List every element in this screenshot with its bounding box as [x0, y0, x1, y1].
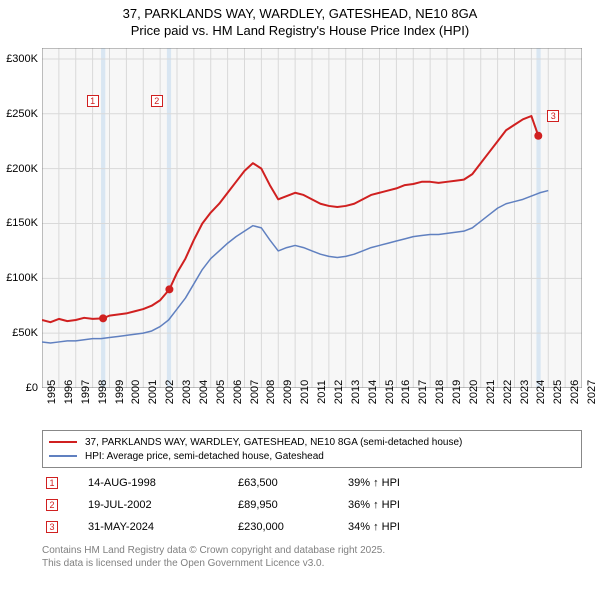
table-row: 1 14-AUG-1998 £63,500 39% ↑ HPI [42, 472, 582, 494]
y-tick-label: £200K [6, 163, 38, 175]
cell-price: £63,500 [238, 477, 348, 489]
x-tick-label: 1997 [80, 380, 92, 404]
table-row: 3 31-MAY-2024 £230,000 34% ↑ HPI [42, 516, 582, 538]
x-tick-label: 1998 [97, 380, 109, 404]
y-tick-label: £150K [6, 217, 38, 229]
x-tick-label: 2003 [181, 380, 193, 404]
x-tick-label: 2016 [400, 380, 412, 404]
x-tick-label: 2012 [333, 380, 345, 404]
legend-label-hpi: HPI: Average price, semi-detached house,… [85, 451, 324, 462]
x-tick-label: 2006 [232, 380, 244, 404]
x-tick-label: 2013 [350, 380, 362, 404]
x-tick-label: 2017 [417, 380, 429, 404]
x-tick-label: 2018 [434, 380, 446, 404]
x-tick-label: 2008 [265, 380, 277, 404]
callout-marker-2: 2 [151, 95, 163, 107]
x-tick-label: 2002 [164, 380, 176, 404]
cell-pct: 34% ↑ HPI [348, 521, 458, 533]
cell-price: £89,950 [238, 499, 348, 511]
x-tick-label: 2014 [367, 380, 379, 404]
chart-svg [42, 48, 582, 388]
chart-container: 37, PARKLANDS WAY, WARDLEY, GATESHEAD, N… [0, 0, 600, 590]
cell-price: £230,000 [238, 521, 348, 533]
chart-plot-area [42, 48, 582, 388]
x-tick-label: 2020 [468, 380, 480, 404]
x-tick-label: 2021 [485, 380, 497, 404]
x-tick-label: 2011 [316, 380, 328, 404]
transaction-table: 1 14-AUG-1998 £63,500 39% ↑ HPI 2 19-JUL… [42, 472, 582, 538]
callout-marker-1: 1 [87, 95, 99, 107]
legend-box: 37, PARKLANDS WAY, WARDLEY, GATESHEAD, N… [42, 430, 582, 468]
footer-line-2: This data is licensed under the Open Gov… [42, 557, 385, 570]
x-tick-label: 2022 [502, 380, 514, 404]
row-marker-3: 3 [46, 521, 58, 533]
x-tick-label: 2001 [147, 380, 159, 404]
row-marker-1: 1 [46, 477, 58, 489]
x-tick-label: 2027 [586, 380, 598, 404]
legend-swatch-price-paid [49, 441, 77, 443]
title-line-2: Price paid vs. HM Land Registry's House … [0, 23, 600, 40]
cell-date: 14-AUG-1998 [88, 477, 238, 489]
x-tick-label: 2000 [130, 380, 142, 404]
x-tick-label: 2019 [451, 380, 463, 404]
legend-label-price-paid: 37, PARKLANDS WAY, WARDLEY, GATESHEAD, N… [85, 437, 462, 448]
row-marker-2: 2 [46, 499, 58, 511]
y-tick-label: £300K [6, 53, 38, 65]
x-tick-label: 2023 [519, 380, 531, 404]
x-tick-label: 2005 [215, 380, 227, 404]
y-tick-label: £250K [6, 108, 38, 120]
cell-date: 31-MAY-2024 [88, 521, 238, 533]
x-tick-label: 2010 [299, 380, 311, 404]
legend-swatch-hpi [49, 455, 77, 457]
legend-item-hpi: HPI: Average price, semi-detached house,… [49, 449, 575, 463]
x-tick-label: 2026 [569, 380, 581, 404]
cell-pct: 36% ↑ HPI [348, 499, 458, 511]
title-line-1: 37, PARKLANDS WAY, WARDLEY, GATESHEAD, N… [0, 6, 600, 23]
y-tick-label: £100K [6, 272, 38, 284]
callout-marker-3: 3 [547, 110, 559, 122]
legend-item-price-paid: 37, PARKLANDS WAY, WARDLEY, GATESHEAD, N… [49, 435, 575, 449]
title-block: 37, PARKLANDS WAY, WARDLEY, GATESHEAD, N… [0, 0, 600, 42]
footer-line-1: Contains HM Land Registry data © Crown c… [42, 544, 385, 557]
cell-date: 19-JUL-2002 [88, 499, 238, 511]
y-tick-label: £0 [26, 382, 38, 394]
x-tick-label: 2004 [198, 380, 210, 404]
x-tick-label: 2024 [535, 380, 547, 404]
x-tick-label: 1996 [63, 380, 75, 404]
x-tick-label: 1999 [114, 380, 126, 404]
x-tick-label: 2025 [552, 380, 564, 404]
y-tick-label: £50K [12, 327, 38, 339]
footer-attribution: Contains HM Land Registry data © Crown c… [42, 544, 385, 570]
x-tick-label: 2009 [282, 380, 294, 404]
table-row: 2 19-JUL-2002 £89,950 36% ↑ HPI [42, 494, 582, 516]
cell-pct: 39% ↑ HPI [348, 477, 458, 489]
x-tick-label: 2015 [384, 380, 396, 404]
x-tick-label: 1995 [46, 380, 58, 404]
x-tick-label: 2007 [249, 380, 261, 404]
